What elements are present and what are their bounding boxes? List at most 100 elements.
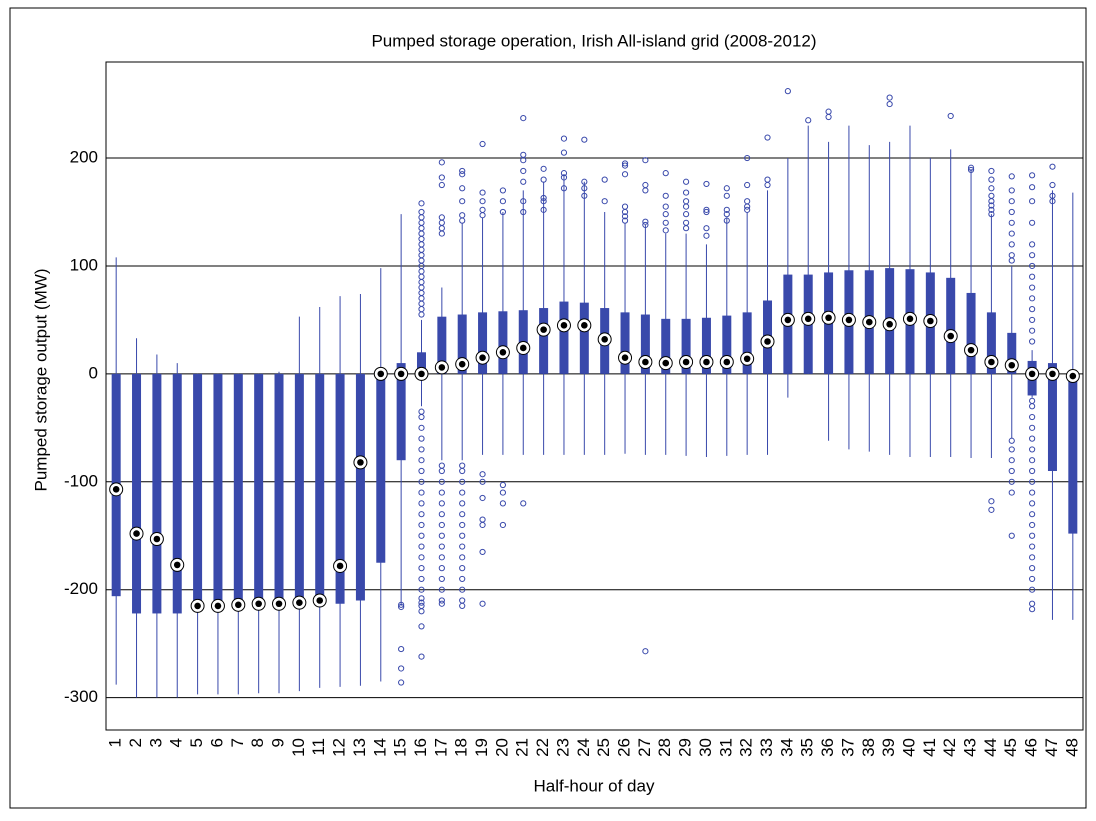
outlier <box>1029 606 1036 613</box>
outlier <box>682 203 690 210</box>
x-tick-label: 30 <box>696 738 715 757</box>
outlier <box>418 478 425 485</box>
outlier <box>418 284 425 291</box>
box <box>661 318 671 374</box>
median-dot <box>133 530 140 537</box>
outlier <box>459 565 466 572</box>
box <box>254 373 264 610</box>
box <box>132 373 142 614</box>
outlier <box>438 489 445 496</box>
median-dot <box>296 599 303 606</box>
outlier <box>418 602 425 609</box>
x-axis-label: Half-hour of day <box>534 776 655 795</box>
outlier <box>1029 413 1036 421</box>
median-dot <box>601 336 608 343</box>
outlier <box>479 471 486 478</box>
outlier <box>418 273 425 280</box>
plot-frame <box>105 61 1084 731</box>
outlier <box>988 192 995 199</box>
median-dot <box>275 600 283 608</box>
x-tick-label: 27 <box>635 738 654 757</box>
outlier <box>642 187 649 194</box>
x-tick-label: 25 <box>594 738 613 757</box>
box <box>986 312 996 374</box>
box <box>1007 332 1017 374</box>
y-tick-label: 0 <box>89 363 98 382</box>
outlier <box>438 565 445 572</box>
box <box>701 317 711 374</box>
outlier <box>1029 273 1036 280</box>
median-dot <box>235 601 242 609</box>
outlier <box>662 227 669 234</box>
outlier <box>459 467 466 475</box>
box <box>1047 363 1057 472</box>
outlier <box>560 185 568 192</box>
outlier <box>459 217 466 224</box>
x-tick-label: 4 <box>167 738 186 747</box>
outlier <box>703 232 710 239</box>
outlier <box>682 211 690 218</box>
median-dot <box>927 317 934 325</box>
x-tick-label: 14 <box>370 738 389 757</box>
outlier <box>418 268 425 275</box>
outlier <box>438 159 445 166</box>
median-dot <box>458 360 466 368</box>
x-tick-label: 37 <box>838 738 857 757</box>
median-dot <box>173 561 181 569</box>
median-dot <box>642 358 649 366</box>
box <box>172 373 182 614</box>
outlier <box>520 500 527 507</box>
box <box>152 373 162 614</box>
outlier <box>459 602 466 609</box>
outlier <box>1049 163 1056 170</box>
outlier <box>988 506 995 513</box>
outlier <box>581 185 588 192</box>
outlier <box>723 192 730 199</box>
outlier <box>418 521 425 529</box>
outlier <box>438 225 445 232</box>
x-tick-label: 19 <box>472 738 491 757</box>
outlier <box>418 446 425 453</box>
outlier <box>581 192 588 199</box>
median-dot <box>703 358 710 366</box>
outlier <box>1029 586 1036 593</box>
median-dot <box>479 354 486 361</box>
outlier <box>988 498 995 505</box>
x-tick-label: 36 <box>818 738 837 757</box>
outlier <box>479 189 486 196</box>
box <box>1068 373 1078 534</box>
x-tick-label: 47 <box>1042 738 1061 757</box>
median-dot <box>519 344 527 352</box>
outlier <box>418 575 425 583</box>
outlier <box>642 181 649 189</box>
outlier <box>1029 306 1036 313</box>
outlier <box>418 230 425 237</box>
y-tick-label: 200 <box>70 148 98 167</box>
outlier <box>1029 600 1036 607</box>
outlier <box>438 600 445 607</box>
x-tick-label: 43 <box>961 738 980 757</box>
outlier <box>1029 262 1036 270</box>
outlier <box>438 181 445 189</box>
outlier <box>621 162 629 169</box>
outlier <box>459 500 466 507</box>
outlier <box>479 212 486 219</box>
outlier <box>967 166 975 174</box>
outlier <box>418 608 425 615</box>
outlier <box>1008 208 1015 216</box>
outlier <box>459 575 466 583</box>
outlier <box>601 176 608 183</box>
outlier <box>1008 230 1015 237</box>
median-dot <box>906 315 914 323</box>
outlier <box>418 457 425 464</box>
x-tick-label: 24 <box>574 738 593 757</box>
outlier <box>499 187 507 194</box>
outlier <box>479 548 486 556</box>
outlier <box>988 176 995 183</box>
outlier <box>825 108 832 115</box>
outlier <box>1029 252 1036 259</box>
outlier <box>418 252 425 259</box>
box <box>640 314 650 374</box>
outlier <box>418 554 425 561</box>
x-tick-label: 40 <box>899 738 918 757</box>
